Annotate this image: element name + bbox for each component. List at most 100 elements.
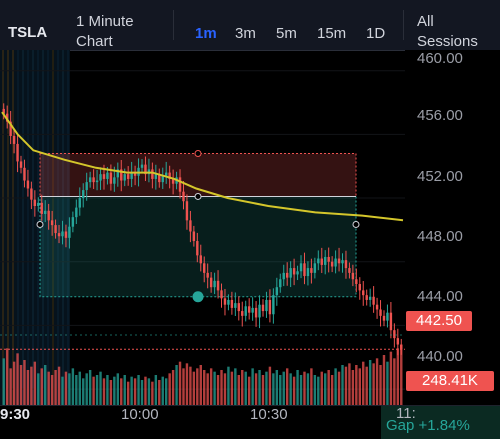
timeframe-15m[interactable]: 15m: [317, 25, 347, 42]
volume-bar: [99, 371, 102, 405]
candle-body: [282, 272, 285, 280]
volume-bar: [95, 375, 99, 405]
timeframe-1m[interactable]: 1m: [195, 25, 217, 42]
candle-body: [9, 121, 12, 136]
volume-bar: [396, 348, 400, 405]
volume-bar: [203, 370, 206, 405]
volume-bar: [126, 381, 130, 405]
volume-bar: [289, 373, 292, 405]
candle-body: [247, 306, 251, 313]
candle-body: [50, 220, 54, 226]
volume-bar: [92, 376, 95, 405]
candle-body: [337, 258, 341, 264]
target-handle[interactable]: [192, 291, 204, 303]
candle-body: [386, 312, 389, 321]
candle-body: [268, 299, 272, 315]
candle-body: [120, 169, 123, 181]
candle-body: [299, 263, 303, 272]
volume-bar: [206, 373, 209, 405]
volume-bar: [168, 373, 171, 405]
candle-body: [5, 113, 9, 122]
volume-bar: [375, 358, 379, 405]
volume-bar: [196, 368, 199, 405]
volume-bar: [216, 375, 220, 405]
candle-body: [19, 161, 23, 168]
candle-body: [303, 263, 306, 277]
position-handles[interactable]: [36, 149, 360, 303]
volume-bar: [241, 370, 244, 405]
sessions-toggle[interactable]: All Sessions: [417, 13, 478, 50]
volume-bar: [140, 380, 144, 405]
volume-bar: [26, 370, 30, 405]
candle-body: [382, 315, 386, 321]
candle-body: [265, 299, 268, 312]
candle-body: [23, 167, 26, 181]
volume-bar: [30, 366, 33, 405]
position-handle[interactable]: [36, 220, 44, 228]
volume-bar: [2, 358, 5, 405]
volume-bar: [303, 371, 306, 405]
volume-bar: [265, 371, 268, 405]
candle-body: [213, 280, 216, 288]
candle-body: [324, 256, 327, 265]
volume-bar: [133, 378, 137, 405]
volume-bar: [292, 376, 296, 405]
volume-bar: [120, 378, 123, 405]
candle-body: [102, 174, 106, 179]
candle-body: [71, 217, 75, 227]
volume-bar: [379, 365, 382, 405]
candle-body: [99, 174, 102, 181]
gap-indicator: 11: Gap +1.84%: [381, 405, 500, 439]
candle-body: [47, 210, 50, 221]
candle-body: [78, 198, 81, 208]
candle-body: [30, 188, 33, 200]
volume-bar: [161, 376, 164, 405]
candle-body: [68, 226, 71, 238]
candle-body: [306, 268, 310, 277]
volume-bar: [282, 371, 285, 405]
candle-body: [203, 263, 206, 273]
candle-body: [88, 177, 92, 183]
position-handle[interactable]: [352, 220, 360, 228]
candle-body: [144, 164, 147, 175]
position-handle[interactable]: [194, 149, 202, 157]
volume-bar: [223, 373, 227, 405]
timeframe-1d[interactable]: 1D: [366, 25, 386, 42]
volume-bar: [54, 370, 57, 405]
timeframe-3m[interactable]: 3m: [235, 25, 256, 42]
volume-bar: [327, 370, 330, 405]
timeframe-5m[interactable]: 5m: [276, 25, 297, 42]
interval-label[interactable]: 1 Minute Chart: [76, 13, 134, 50]
volume-bar: [351, 370, 355, 405]
volume-bar: [348, 363, 351, 405]
volume-bar: [382, 355, 386, 405]
volume-bar: [389, 351, 393, 405]
price-axis[interactable]: 460.00 456.00 452.00 448.00 444.00 440.0…: [405, 50, 500, 405]
volume-bar: [258, 370, 261, 405]
price-chart[interactable]: [0, 50, 405, 405]
volume-bar: [213, 371, 216, 405]
volume-bar: [330, 375, 334, 405]
volume-bar: [285, 368, 289, 405]
volume-bar: [61, 376, 64, 405]
candle-body: [365, 295, 368, 300]
price-tick: 448.00: [417, 228, 463, 245]
candle-body: [92, 177, 95, 183]
candle-body: [254, 307, 258, 318]
volume-bar: [147, 378, 151, 405]
candle-body: [292, 268, 296, 275]
last-price-badge: 442.50: [406, 311, 472, 331]
position-handle[interactable]: [194, 192, 202, 200]
symbol-label[interactable]: TSLA: [8, 24, 48, 41]
candle-body: [168, 172, 171, 179]
volume-bar: [234, 368, 237, 405]
time-axis[interactable]: 9:30 10:00 10:30 11: Gap +1.84%: [0, 405, 500, 439]
volume-bar: [237, 375, 241, 405]
candle-body: [64, 231, 68, 238]
volume-bar: [106, 375, 109, 405]
candle-body: [393, 330, 396, 339]
chart-header: TSLA 1 Minute Chart 1m 3m 5m 15m 1D All …: [0, 0, 500, 51]
candle-body: [37, 202, 40, 207]
candle-body: [2, 108, 5, 114]
volume-bar: [57, 366, 61, 405]
